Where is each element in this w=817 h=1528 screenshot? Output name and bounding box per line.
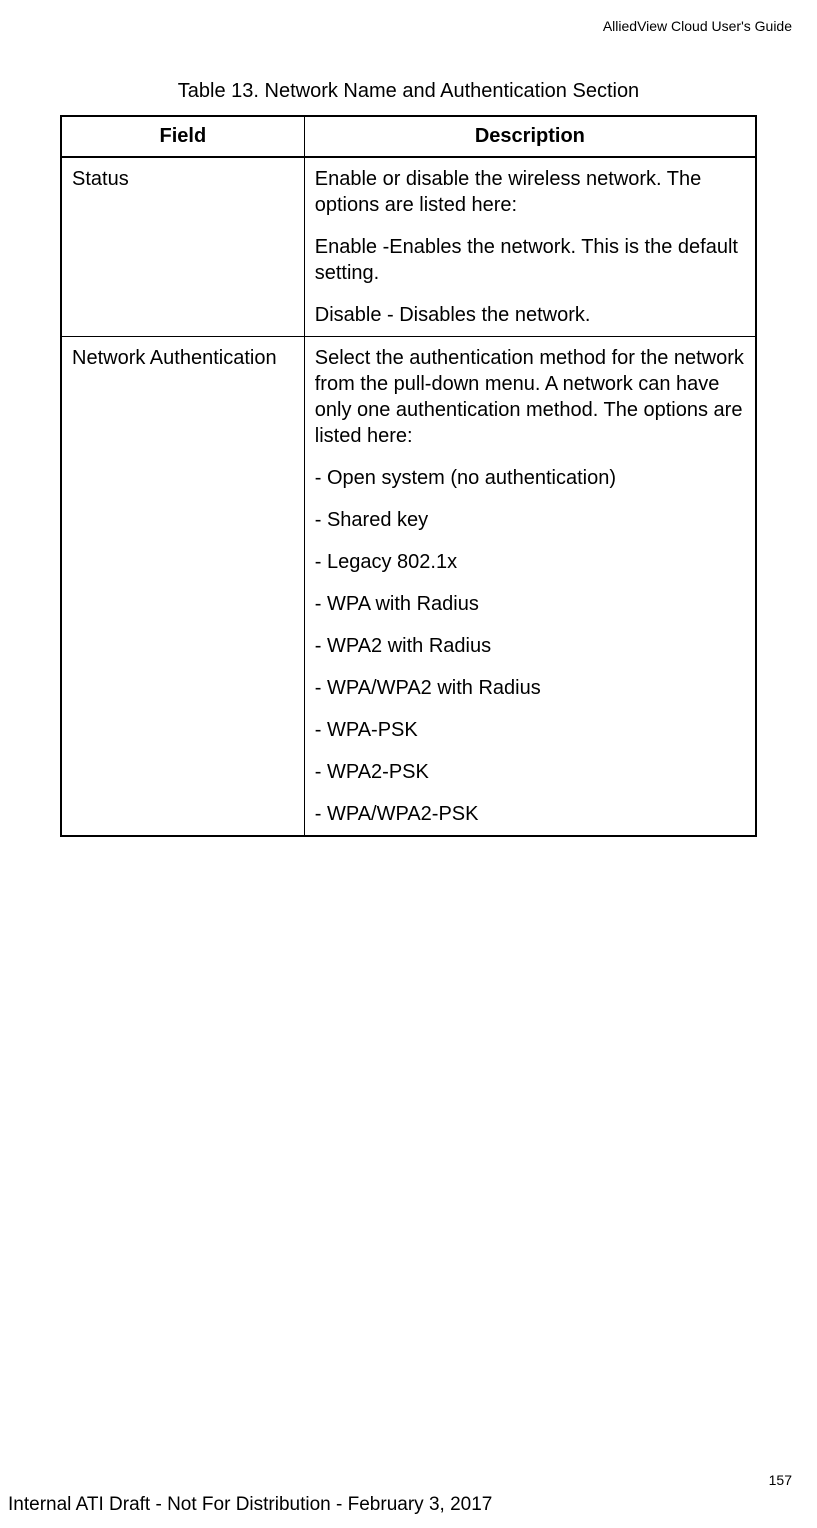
field-cell: Status <box>61 157 304 337</box>
description-paragraph: - WPA/WPA2-PSK <box>315 801 745 827</box>
description-cell: Select the authentication method for the… <box>304 337 756 837</box>
table-caption: Table 13. Network Name and Authenticatio… <box>60 80 757 103</box>
description-paragraph: - Legacy 802.1x <box>315 549 745 575</box>
description-cell: Enable or disable the wireless network. … <box>304 157 756 337</box>
description-paragraph: Disable - Disables the network. <box>315 302 745 328</box>
description-paragraph: - WPA with Radius <box>315 591 745 617</box>
description-paragraph: Select the authentication method for the… <box>315 345 745 449</box>
description-paragraph: - WPA-PSK <box>315 717 745 743</box>
description-paragraph: - WPA2-PSK <box>315 759 745 785</box>
description-paragraph: - WPA2 with Radius <box>315 633 745 659</box>
field-cell: Network Authentication <box>61 337 304 837</box>
table-row: Network Authentication Select the authen… <box>61 337 756 837</box>
page-content: Table 13. Network Name and Authenticatio… <box>0 0 817 837</box>
page-number: 157 <box>769 1472 792 1488</box>
description-paragraph: - WPA/WPA2 with Radius <box>315 675 745 701</box>
network-auth-table: Field Description Status Enable or disab… <box>60 115 757 837</box>
table-row: Status Enable or disable the wireless ne… <box>61 157 756 337</box>
draft-notice: Internal ATI Draft - Not For Distributio… <box>8 1494 492 1516</box>
description-paragraph: Enable -Enables the network. This is the… <box>315 234 745 286</box>
description-paragraph: - Open system (no authentication) <box>315 465 745 491</box>
column-header-field: Field <box>61 116 304 157</box>
column-header-description: Description <box>304 116 756 157</box>
description-paragraph: - Shared key <box>315 507 745 533</box>
description-paragraph: Enable or disable the wireless network. … <box>315 166 745 218</box>
table-header-row: Field Description <box>61 116 756 157</box>
guide-title: AlliedView Cloud User's Guide <box>603 18 792 34</box>
